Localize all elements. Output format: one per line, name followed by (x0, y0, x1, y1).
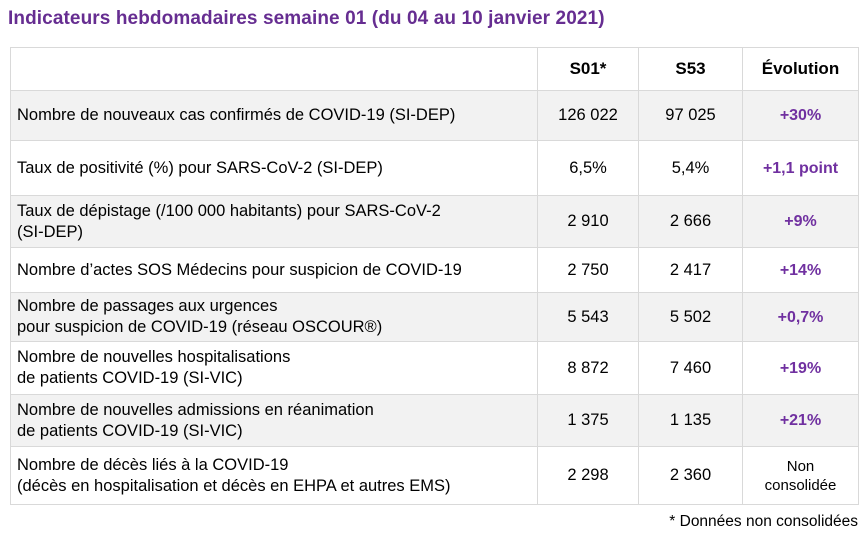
table-row: Nombre de nouveaux cas confirmés de COVI… (10, 90, 859, 141)
value-s01: 2 750 (537, 247, 639, 293)
value-s53: 97 025 (638, 90, 743, 141)
table-row: Nombre de nouvelles admissions en réanim… (10, 394, 859, 447)
value-evolution: +30% (742, 90, 859, 141)
value-s01: 6,5% (537, 140, 639, 196)
value-s01: 2 298 (537, 446, 639, 505)
row-label: Nombre de passages aux urgences pour sus… (10, 292, 538, 342)
footnote: * Données non consolidées (669, 513, 858, 530)
row-label: Nombre de nouvelles hospitalisations de … (10, 341, 538, 395)
value-evolution: +9% (742, 195, 859, 248)
table-row: Nombre d’actes SOS Médecins pour suspici… (10, 247, 859, 293)
value-s53: 1 135 (638, 394, 743, 447)
value-s53: 2 666 (638, 195, 743, 248)
value-s53: 2 417 (638, 247, 743, 293)
value-s53: 5,4% (638, 140, 743, 196)
value-evolution: +0,7% (742, 292, 859, 342)
value-evolution: Non consolidée (742, 446, 859, 505)
value-s01: 126 022 (537, 90, 639, 141)
value-s01: 2 910 (537, 195, 639, 248)
table-row: Taux de positivité (%) pour SARS-CoV-2 (… (10, 140, 859, 196)
value-s53: 2 360 (638, 446, 743, 505)
table-row: Nombre de passages aux urgences pour sus… (10, 292, 859, 342)
value-evolution: +21% (742, 394, 859, 447)
value-s53: 5 502 (638, 292, 743, 342)
table-row: Nombre de décès liés à la COVID-19 (décè… (10, 446, 859, 505)
indicators-table: S01* S53 Évolution Nombre de nouveaux ca… (10, 47, 859, 505)
header-s53: S53 (638, 47, 743, 91)
header-evolution: Évolution (742, 47, 859, 91)
value-s53: 7 460 (638, 341, 743, 395)
value-s01: 8 872 (537, 341, 639, 395)
table-header-row: S01* S53 Évolution (10, 47, 859, 91)
value-evolution: +1,1 point (742, 140, 859, 196)
row-label: Nombre de décès liés à la COVID-19 (décè… (10, 446, 538, 505)
row-label: Nombre de nouveaux cas confirmés de COVI… (10, 90, 538, 141)
value-s01: 1 375 (537, 394, 639, 447)
table-row: Taux de dépistage (/100 000 habitants) p… (10, 195, 859, 248)
value-s01: 5 543 (537, 292, 639, 342)
table-row: Nombre de nouvelles hospitalisations de … (10, 341, 859, 395)
header-empty (10, 47, 538, 91)
row-label: Nombre de nouvelles admissions en réanim… (10, 394, 538, 447)
value-evolution: +14% (742, 247, 859, 293)
header-s01: S01* (537, 47, 639, 91)
page-title: Indicateurs hebdomadaires semaine 01 (du… (8, 8, 605, 29)
row-label: Taux de positivité (%) pour SARS-CoV-2 (… (10, 140, 538, 196)
row-label: Taux de dépistage (/100 000 habitants) p… (10, 195, 538, 248)
value-evolution: +19% (742, 341, 859, 395)
row-label: Nombre d’actes SOS Médecins pour suspici… (10, 247, 538, 293)
